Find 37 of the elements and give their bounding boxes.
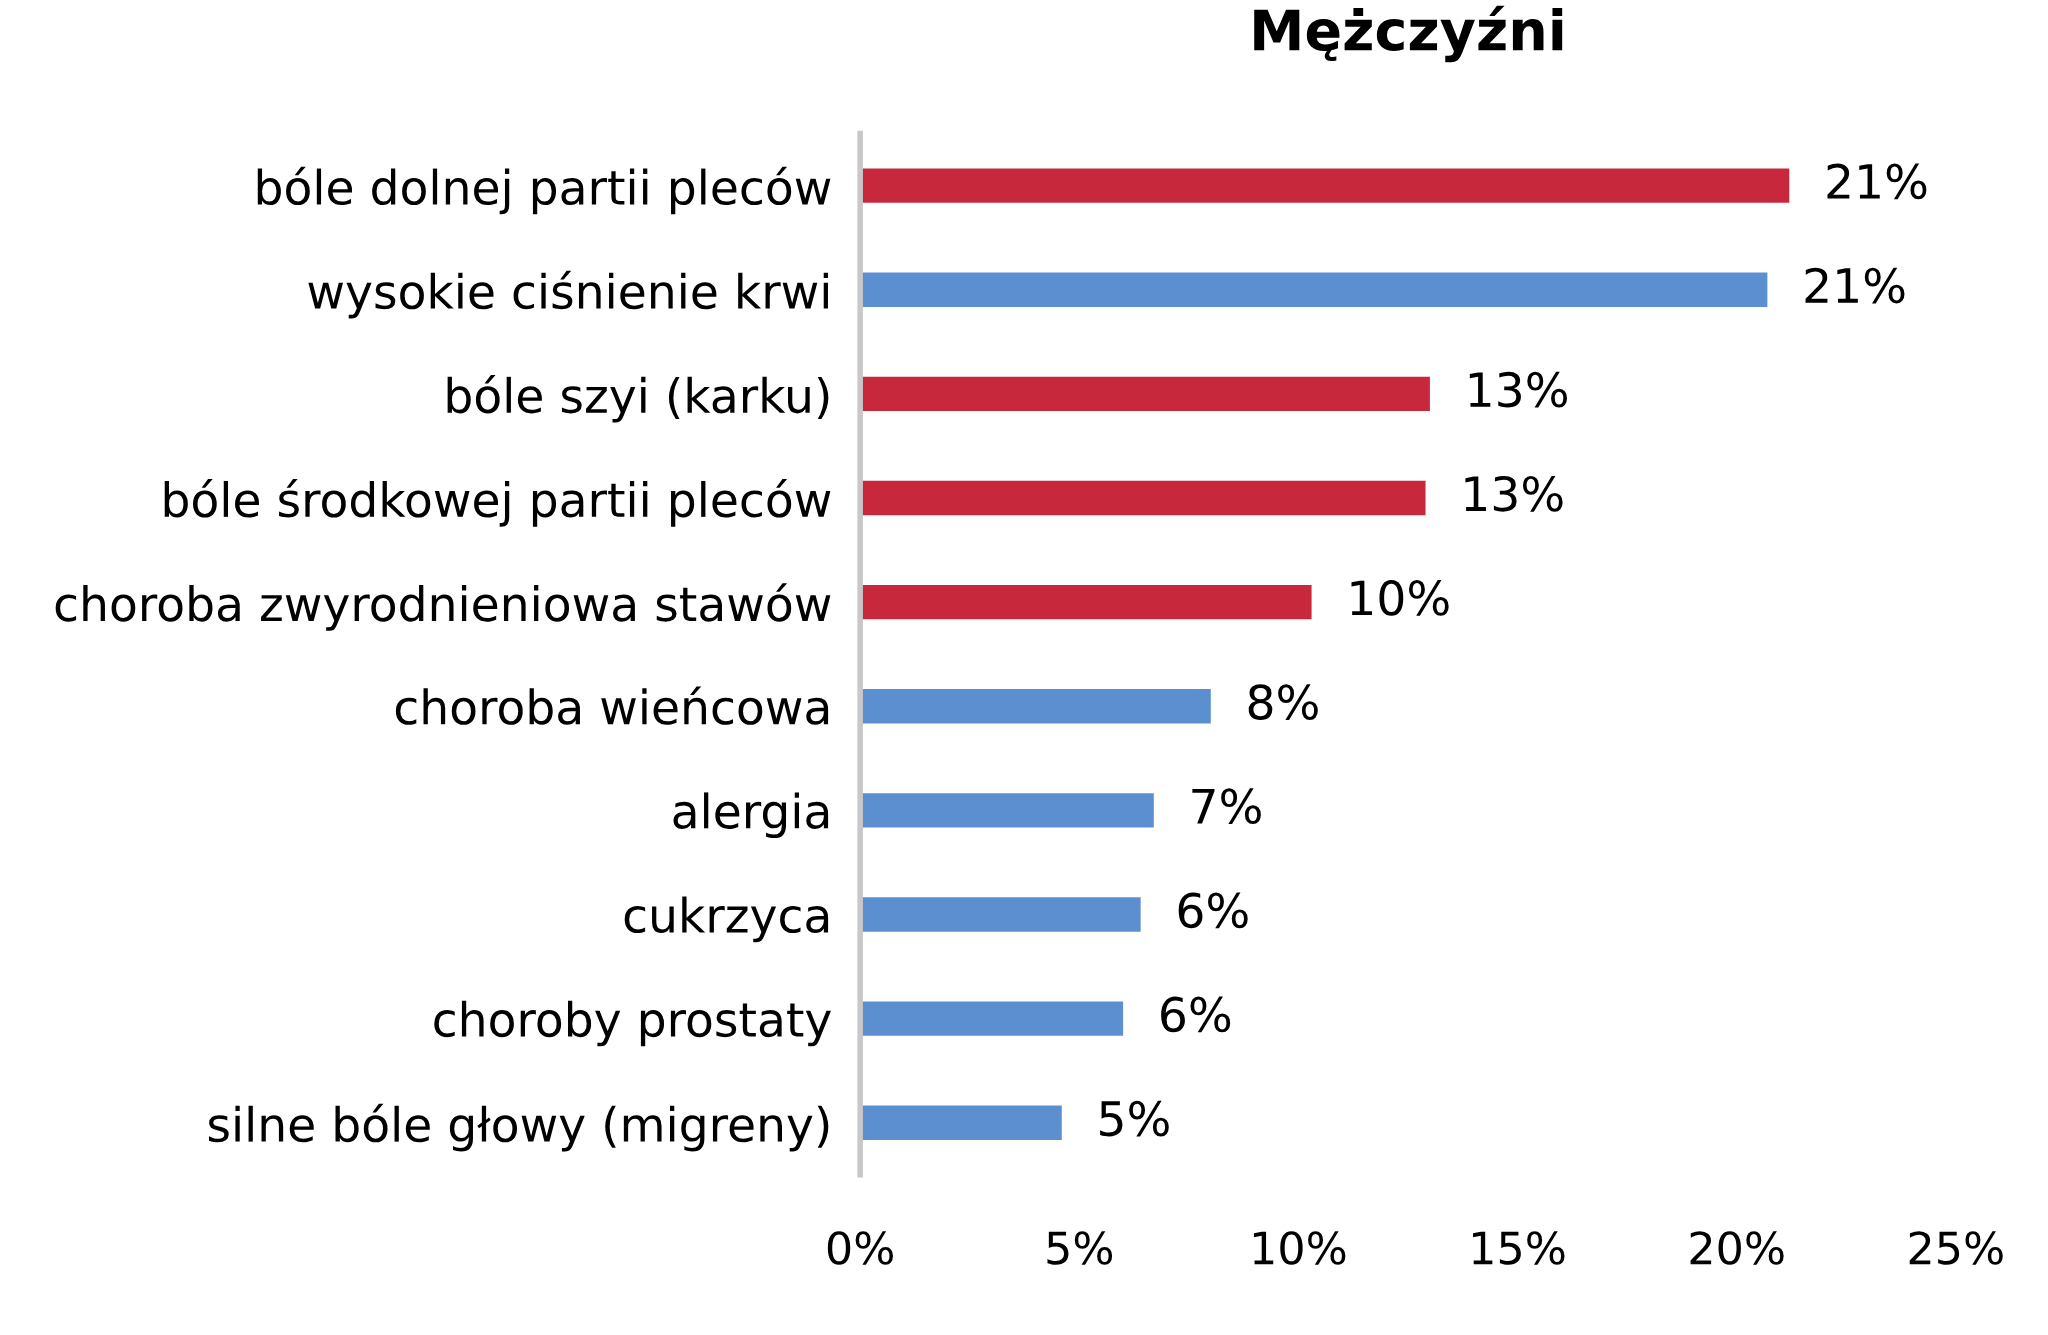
x-tick-label: 25% <box>1909 1231 2003 1265</box>
data-label: 21% <box>1805 267 1905 304</box>
data-label: 6% <box>1178 892 1248 929</box>
data-label: 10% <box>1351 580 1449 616</box>
bar <box>860 168 1790 203</box>
y-tick-label: choroba zwyrodnieniowa stawów <box>55 583 831 631</box>
data-label: 5% <box>1100 1100 1169 1137</box>
data-label: 13% <box>1469 371 1567 408</box>
x-tick-label: 10% <box>1253 1231 1346 1265</box>
bar <box>860 376 1430 412</box>
bar <box>860 584 1312 620</box>
bar <box>860 272 1768 307</box>
chart-title: Mężczyźni <box>1254 5 1563 63</box>
y-tick-label: silne bóle głowy (migreny) <box>208 1103 829 1152</box>
y-tick-label: choroby prostaty <box>434 1000 831 1047</box>
y-tick-label: choroba wieńcowa <box>395 686 829 725</box>
y-tick-label: alergia <box>673 792 829 839</box>
y-tick-label: wysokie ciśnienie krwi <box>308 270 828 319</box>
bar <box>860 793 1154 828</box>
y-tick-label: bóle dolnej partii pleców <box>257 166 831 215</box>
x-tick-label: 5% <box>1047 1231 1113 1265</box>
bar <box>860 1105 1062 1140</box>
y-tick-label: cukrzyca <box>624 896 829 943</box>
data-label: 6% <box>1161 996 1231 1033</box>
bar <box>860 897 1141 932</box>
data-label: 13% <box>1465 475 1563 512</box>
data-label: 21% <box>1827 163 1927 200</box>
y-tick-label: bóle środkowej partii pleców <box>164 479 831 527</box>
bar <box>860 689 1211 724</box>
data-label: 8% <box>1248 684 1318 720</box>
data-label: 7% <box>1192 788 1261 825</box>
bar <box>860 480 1426 516</box>
bar <box>860 1001 1124 1036</box>
x-tick-label: 0% <box>827 1231 893 1265</box>
x-tick-label: 15% <box>1473 1231 1565 1265</box>
x-tick-label: 20% <box>1690 1231 1784 1265</box>
y-tick-label: bóle szyi (karku) <box>447 374 829 423</box>
